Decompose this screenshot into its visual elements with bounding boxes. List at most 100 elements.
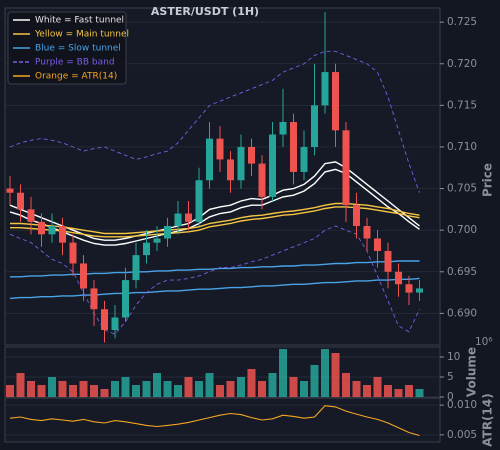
candle-body — [405, 284, 413, 293]
volume-bar — [163, 381, 172, 397]
y-tick-label: 0.710 — [447, 141, 477, 153]
volume-bar — [300, 381, 308, 397]
candle-body — [416, 288, 423, 293]
candle-body — [59, 226, 66, 243]
volume-bar — [289, 377, 298, 397]
candle-body — [384, 250, 392, 272]
candle-body — [363, 226, 371, 239]
volume-bar — [153, 373, 161, 397]
candle-body — [174, 213, 182, 227]
volume-bar — [258, 381, 266, 397]
legend: White = Fast tunnel Yellow = Main tunnel B… — [13, 16, 129, 82]
y-tick-label: 5 — [447, 371, 454, 383]
candle-body — [111, 317, 119, 331]
volume-bar — [247, 369, 256, 397]
candle-body — [227, 159, 234, 181]
candle-body — [90, 288, 98, 310]
series-line — [10, 202, 420, 235]
volume-bar — [216, 385, 224, 397]
candle-body — [195, 180, 203, 222]
y-tick-label: 0 — [447, 391, 454, 403]
volume-bar — [310, 365, 319, 397]
volume-bar — [415, 389, 424, 397]
candle-body — [300, 146, 308, 172]
volume-bar — [268, 373, 277, 397]
y-axis-title: ATR(14) — [481, 393, 495, 446]
volume-bar — [352, 381, 361, 397]
volume-bar — [331, 353, 340, 397]
candle-body — [290, 121, 297, 172]
series-line — [9, 50, 420, 193]
candle-body — [80, 263, 87, 289]
candle-body — [164, 226, 171, 239]
candle-body — [69, 242, 77, 264]
volume-bar — [226, 381, 235, 397]
volume-bar — [90, 385, 98, 397]
y-tick-label: 0.010 — [447, 399, 477, 411]
candle-body — [17, 192, 24, 210]
candle-body — [248, 146, 255, 164]
y-tick-label: 0.690 — [447, 307, 477, 319]
volume-bar — [384, 385, 392, 397]
y-tick-label: 0.715 — [447, 99, 477, 111]
series-line — [9, 161, 420, 241]
y-tick-label: 0.705 — [447, 183, 477, 195]
volume-bar — [58, 381, 67, 397]
volume-bar — [205, 373, 214, 397]
volume-bar — [121, 377, 130, 397]
volume-bar — [394, 389, 403, 397]
volume-bar — [363, 385, 371, 397]
volume-bar — [48, 377, 56, 397]
candle-body — [395, 271, 402, 285]
volume-bar — [405, 385, 413, 397]
candle-body — [332, 72, 339, 131]
candle-body — [143, 242, 150, 256]
candle-body — [321, 72, 329, 106]
legend-label: Purple = BB band — [35, 58, 115, 68]
volume-bar — [27, 381, 35, 397]
series-line — [10, 260, 420, 278]
volume-bar — [174, 385, 182, 397]
volume-bar — [69, 385, 77, 397]
y-axis-title: Price — [481, 163, 495, 197]
volume-bar — [342, 373, 350, 397]
candle-body — [342, 130, 350, 206]
candle-body — [216, 138, 224, 160]
candle-body — [6, 188, 14, 193]
volume-bar — [195, 381, 203, 397]
candle-body — [38, 221, 45, 235]
volume-bar — [6, 385, 14, 397]
candle-body — [258, 163, 266, 197]
atr-panel — [4, 397, 441, 443]
candle-body — [122, 280, 129, 318]
y-tick-label: 0.700 — [447, 224, 477, 236]
candle-body — [374, 238, 381, 251]
candle-body — [101, 309, 108, 331]
volume-bar — [184, 377, 193, 397]
y-tick-label: 10 — [447, 351, 460, 363]
volume-bar — [132, 385, 140, 397]
plot-area: 0.690 0.695 0.700 0.705 0.710 0.715 0.720 0.725… — [5, 12, 477, 441]
volume-bar — [142, 381, 151, 397]
legend-label: Yellow = Main tunnel — [34, 30, 129, 40]
legend-box — [7, 11, 127, 85]
volume-bar — [79, 381, 88, 397]
volume-bar — [16, 373, 25, 397]
candle-body — [279, 121, 287, 135]
candle-body — [269, 134, 276, 197]
y-tick-label: 0.005 — [447, 429, 477, 441]
candle-body — [132, 255, 140, 281]
candle-body — [353, 205, 360, 227]
candle-body — [237, 146, 245, 181]
volume-bar — [373, 377, 382, 397]
legend-label: White = Fast tunnel — [35, 16, 124, 26]
volume-bar — [111, 381, 119, 397]
volume-bar — [37, 385, 46, 397]
volume-bar — [321, 349, 329, 397]
volume-bar — [279, 349, 287, 397]
series-line — [9, 168, 420, 246]
volume-bar — [100, 389, 109, 397]
candle-body — [206, 138, 213, 181]
series-line — [9, 225, 420, 335]
